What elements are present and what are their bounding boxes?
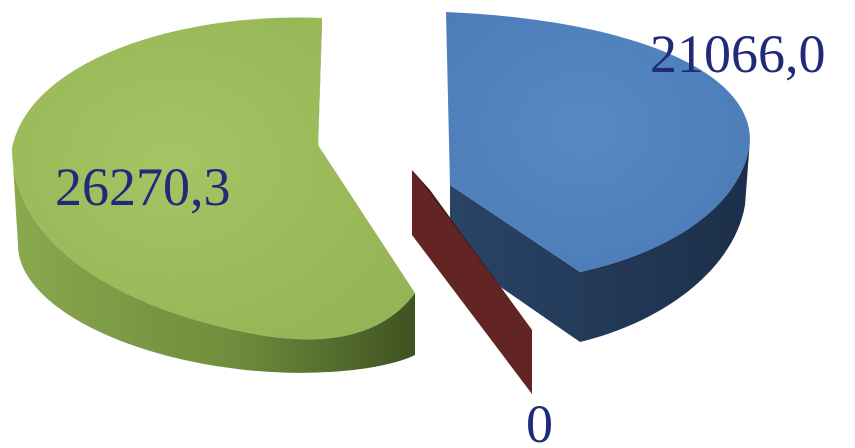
pie-slice-1-side: [450, 140, 750, 342]
pie-slice-2: [12, 17, 415, 340]
data-label-slice-1: 21066,0: [650, 24, 826, 84]
data-label-slice-2: 26270,3: [55, 157, 231, 217]
data-label-slice-0: 0: [526, 394, 553, 448]
pie-slice-1: [446, 12, 750, 272]
pie-slice-2-side: [12, 148, 415, 373]
pie-slice-2-inner-wall: [318, 18, 322, 150]
pie-slice-0: [412, 170, 532, 394]
